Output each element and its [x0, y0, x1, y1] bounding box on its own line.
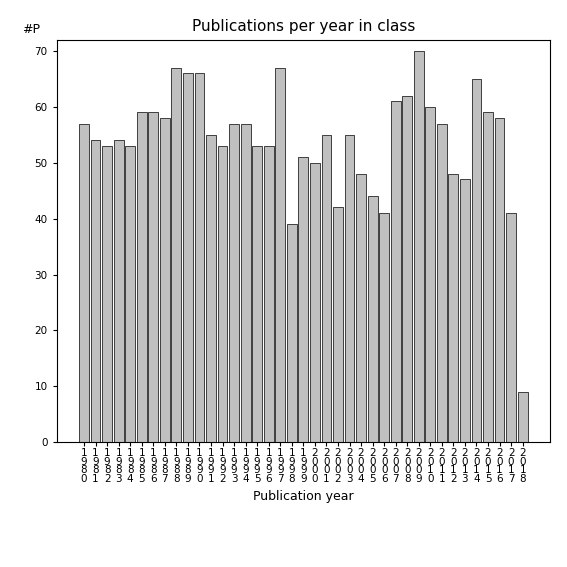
Bar	[298, 157, 308, 442]
Bar	[403, 96, 412, 442]
Bar	[229, 124, 239, 442]
Bar	[472, 79, 481, 442]
Bar	[310, 163, 320, 442]
Bar	[160, 118, 170, 442]
Bar	[379, 213, 389, 442]
Bar	[321, 135, 331, 442]
Bar	[448, 174, 458, 442]
Bar	[218, 146, 227, 442]
Bar	[194, 73, 204, 442]
Bar	[252, 146, 262, 442]
Bar	[345, 135, 354, 442]
Bar	[171, 67, 181, 442]
Bar	[137, 112, 147, 442]
Bar	[518, 392, 527, 442]
X-axis label: Publication year: Publication year	[253, 490, 354, 503]
Bar	[206, 135, 216, 442]
Bar	[102, 146, 112, 442]
Bar	[264, 146, 274, 442]
Title: Publications per year in class: Publications per year in class	[192, 19, 415, 35]
Bar	[391, 101, 401, 442]
Bar	[437, 124, 447, 442]
Bar	[114, 141, 124, 442]
Bar	[241, 124, 251, 442]
Bar	[79, 124, 89, 442]
Bar	[149, 112, 158, 442]
Bar	[125, 146, 135, 442]
Bar	[276, 67, 285, 442]
Bar	[494, 118, 505, 442]
Bar	[460, 180, 470, 442]
Bar	[356, 174, 366, 442]
Bar	[333, 208, 343, 442]
Text: #P: #P	[22, 23, 40, 36]
Bar	[91, 141, 100, 442]
Bar	[183, 73, 193, 442]
Bar	[483, 112, 493, 442]
Bar	[287, 224, 297, 442]
Bar	[425, 107, 435, 442]
Bar	[414, 51, 424, 442]
Bar	[506, 213, 516, 442]
Bar	[367, 196, 378, 442]
